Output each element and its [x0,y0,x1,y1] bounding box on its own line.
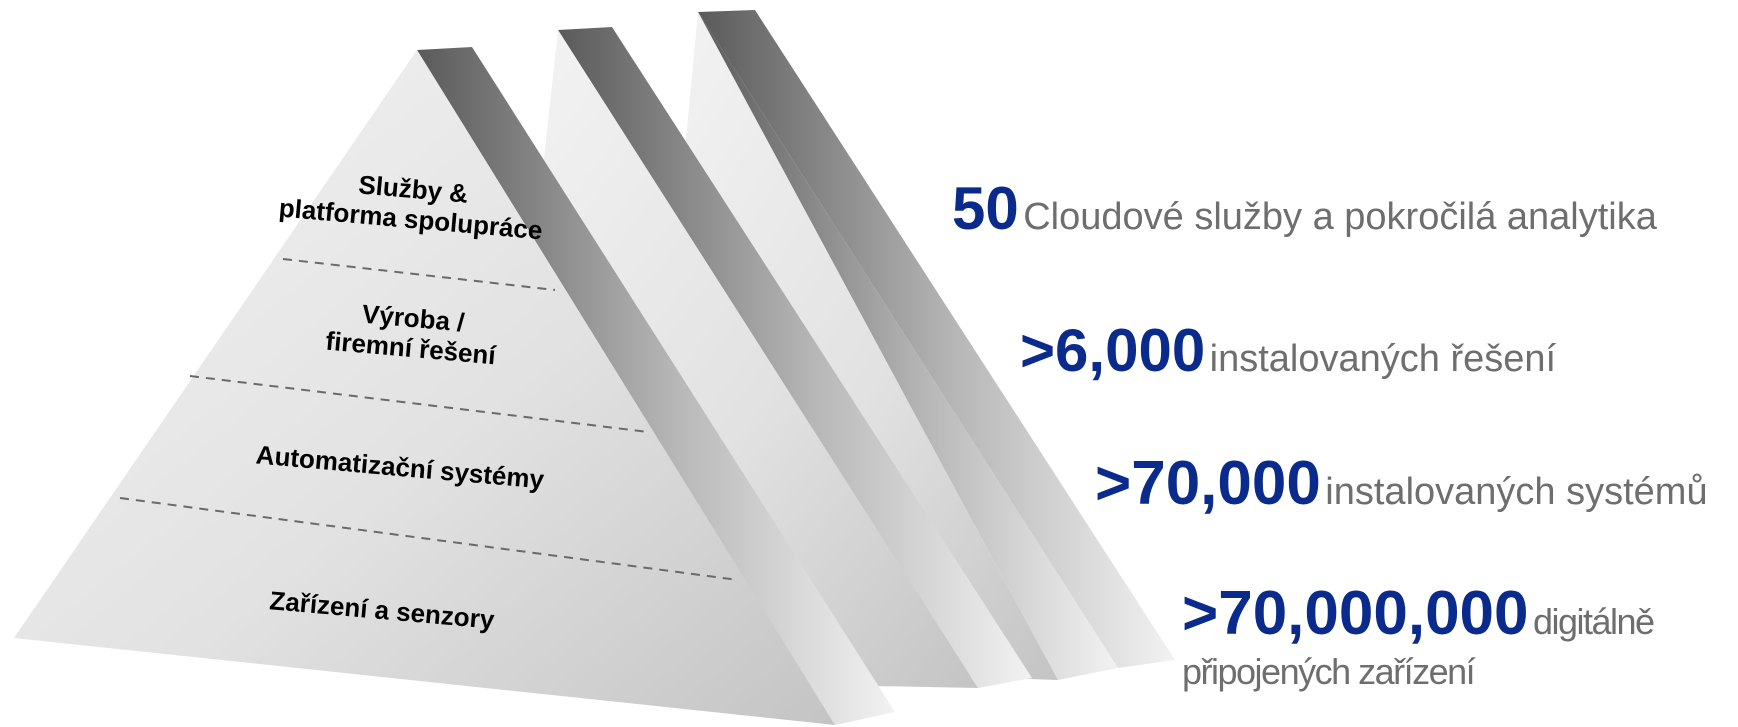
stat-solutions: >6,000 instalovaných řešení [1020,316,1556,385]
stat-description: instalovaných řešení [1209,338,1557,380]
stat-cloud-services: 50 Cloudové služby a pokročilá analytika [952,174,1657,243]
stat-devices: >70,000,000 digitálně [1182,578,1655,649]
stat-description: instalovaných systémů [1325,471,1708,513]
stat-number: >6,000 [1020,317,1206,384]
stat-systems: >70,000 instalovaných systémů [1095,448,1708,519]
divider-line-1 [282,258,556,291]
stat-description: Cloudové služby a pokročilá analytika [1023,196,1657,238]
pyramid-front [14,47,895,725]
stat-number: >70,000,000 [1182,579,1529,648]
stat-description: připojených zařízení [1182,651,1476,692]
stat-description: digitálně [1532,601,1655,642]
stat-number: 50 [952,175,1019,242]
divider-line-3 [119,497,739,581]
stat-number: >70,000 [1095,449,1321,518]
stat-devices-line2: připojených zařízení [1182,651,1476,693]
divider-line-2 [189,375,649,433]
